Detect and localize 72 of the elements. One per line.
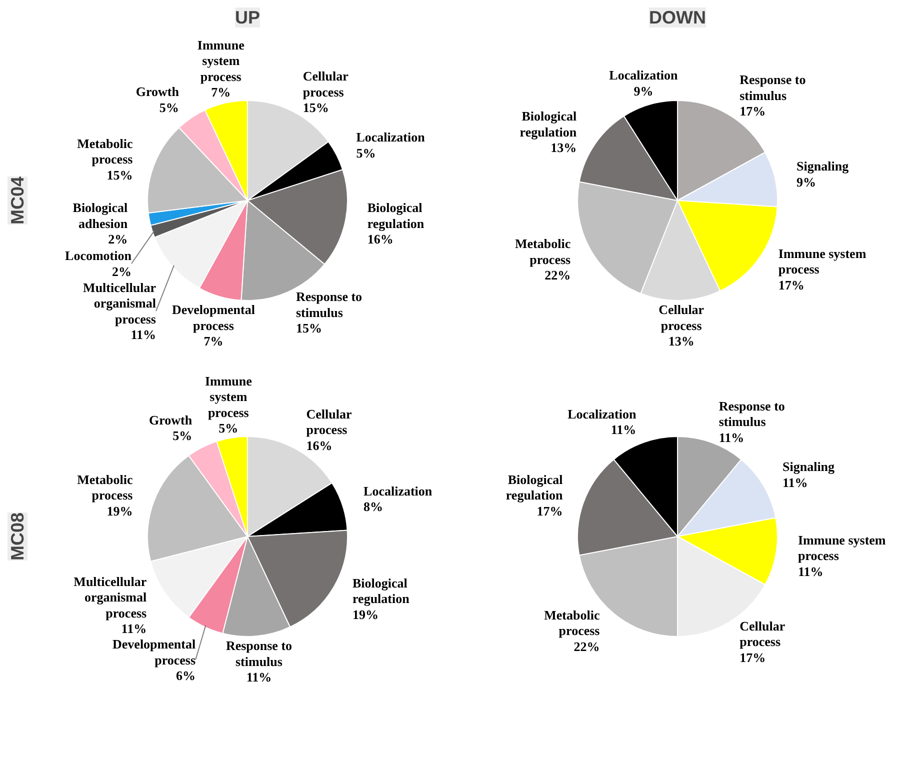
data-label: 22%	[544, 268, 571, 283]
data-label: 2%	[108, 232, 128, 247]
slice-label: Biological regulation	[520, 108, 578, 140]
data-label: 16%	[306, 438, 332, 453]
slice-label: Biological regulation	[506, 472, 564, 503]
data-label: 7%	[204, 334, 224, 348]
data-label: 11%	[121, 621, 147, 636]
slice-label: Developmental process	[112, 636, 196, 668]
slice-label: Cellular process	[658, 302, 704, 333]
slice-label: Signaling	[782, 459, 836, 474]
data-label: 11%	[798, 564, 824, 579]
data-label: 11%	[610, 422, 636, 438]
data-label: 11%	[718, 430, 744, 445]
slice-label: Localization	[609, 68, 679, 83]
data-label: 2%	[112, 264, 132, 279]
data-label: 11%	[246, 670, 272, 684]
data-label: 17%	[536, 503, 563, 518]
data-label: 15%	[106, 167, 133, 182]
data-label: 17%	[740, 650, 766, 665]
slice-label: Locomotion	[65, 248, 132, 264]
text: MC04	[8, 176, 28, 225]
data-label: 9%	[796, 174, 816, 190]
slice-label: Localization	[364, 483, 433, 498]
data-label: 17%	[740, 104, 766, 119]
slice-label: Cellular process	[306, 406, 352, 438]
slice-label: Developmental process	[172, 302, 256, 333]
slice-label: Localization	[356, 130, 426, 145]
data-label: 13%	[550, 140, 577, 156]
text: MC08	[8, 512, 28, 561]
data-label: 11%	[782, 474, 808, 490]
data-label: 11%	[130, 327, 156, 342]
slice-label: Immune system process	[197, 37, 245, 84]
data-label: 19%	[106, 503, 133, 518]
slice-label: Biological regulation	[367, 200, 425, 231]
chart-title: DOWN	[649, 8, 706, 28]
chart-title: UP	[235, 8, 260, 28]
data-label: 6%	[176, 668, 196, 684]
slice-label: Biological adhesion	[72, 200, 128, 231]
slice-label: Cellular process	[740, 618, 786, 650]
slice-label: Response to stimulus	[226, 638, 292, 669]
slice-label: Response to stimulus	[718, 398, 785, 430]
slice-label: Cellular process	[302, 68, 349, 100]
data-label: 16%	[367, 232, 394, 247]
slice-label: Growth	[136, 84, 180, 100]
data-label: 5%	[172, 428, 192, 444]
data-label: 5%	[218, 420, 238, 436]
slice-label: Metabolic process	[77, 136, 133, 167]
data-label: 15%	[302, 100, 329, 116]
slice-label: Metabolic process	[544, 607, 600, 638]
slice-label: Multicellular organismal process	[83, 280, 156, 326]
data-label: 8%	[364, 499, 384, 514]
slice-label: Multicellular organismal process	[74, 574, 147, 620]
slice-label: Metabolic process	[515, 236, 571, 267]
slice-label: Immune system process	[204, 373, 252, 420]
data-label: 5%	[356, 145, 376, 160]
slice-label: Immune system process	[778, 246, 866, 277]
slice-label: Localization	[568, 406, 637, 422]
slice-label: Signaling	[796, 158, 850, 174]
data-label: 7%	[211, 84, 231, 100]
slice-label: Biological regulation	[352, 575, 410, 606]
data-label: 15%	[296, 320, 322, 336]
slice-label: Metabolic process	[77, 472, 133, 503]
data-label: 13%	[668, 334, 694, 348]
data-label: 17%	[778, 277, 804, 292]
slice-label: Immune system process	[798, 532, 886, 564]
data-label: 22%	[574, 638, 600, 654]
data-label: 19%	[352, 606, 379, 622]
slice-label: Growth	[149, 412, 193, 428]
data-label: 9%	[634, 83, 654, 98]
data-label: 5%	[159, 100, 179, 115]
slice-label: Response to stimulus	[740, 72, 806, 103]
slice-label: Response to stimulus	[296, 289, 362, 320]
